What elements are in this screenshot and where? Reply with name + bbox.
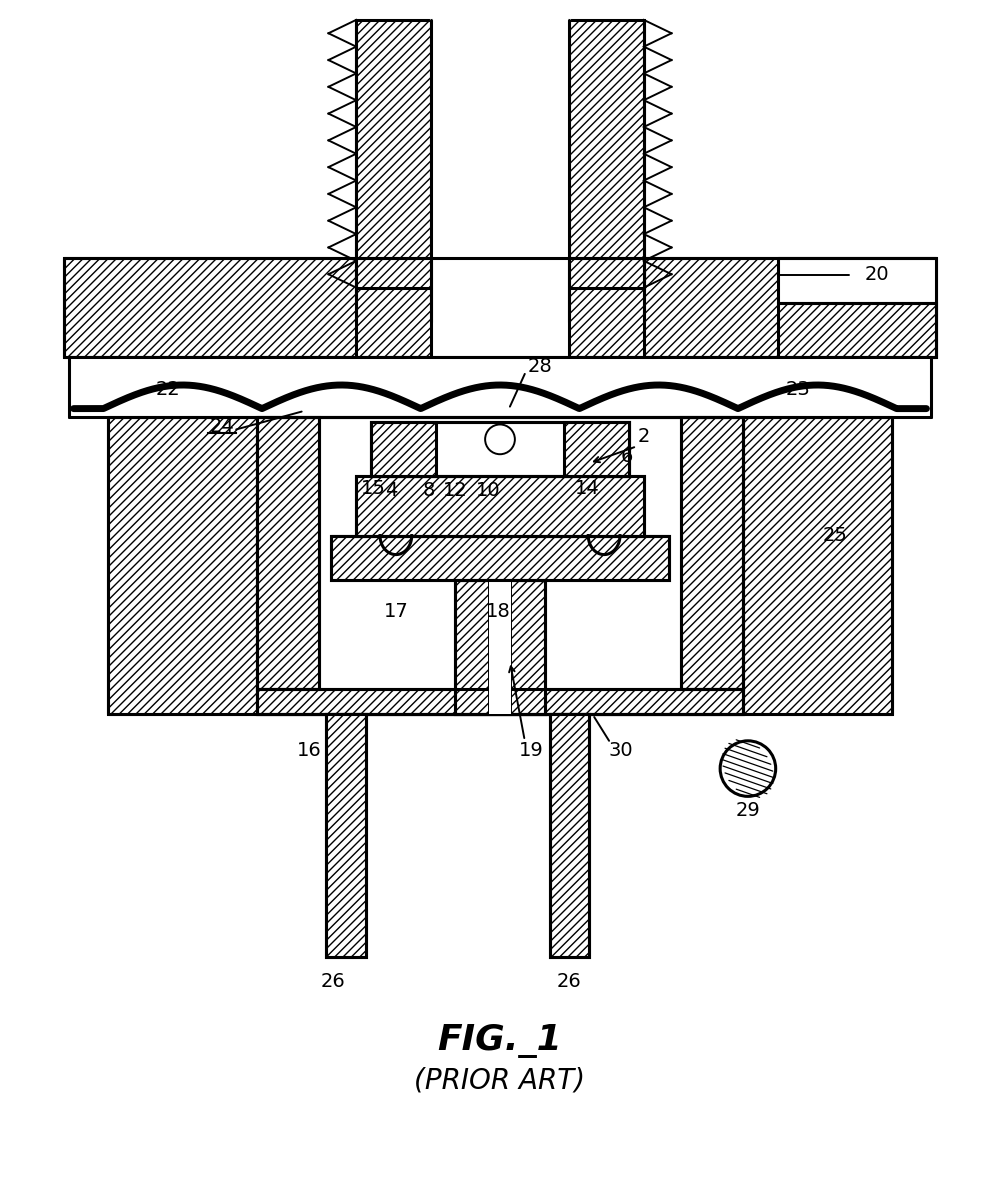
Text: 29: 29 — [736, 800, 760, 820]
Bar — [356, 258, 431, 358]
Text: 17: 17 — [384, 602, 408, 622]
Bar — [356, 476, 644, 535]
Bar — [455, 580, 545, 714]
Text: 28: 28 — [527, 358, 552, 377]
Text: 6: 6 — [621, 446, 633, 466]
Bar — [371, 421, 629, 476]
Text: 19: 19 — [519, 742, 544, 761]
Bar — [257, 416, 743, 714]
Text: 25: 25 — [823, 526, 848, 545]
Bar — [356, 476, 644, 535]
Bar — [778, 302, 936, 358]
Bar — [778, 258, 936, 302]
Bar — [569, 258, 644, 358]
Circle shape — [720, 740, 776, 797]
Text: 16: 16 — [297, 742, 322, 761]
Bar — [69, 358, 931, 416]
Text: 15: 15 — [361, 480, 386, 498]
Bar — [257, 689, 743, 714]
Bar — [356, 258, 644, 358]
Text: 14: 14 — [575, 480, 600, 498]
Text: 30: 30 — [609, 742, 633, 761]
Text: 26: 26 — [557, 972, 582, 991]
Circle shape — [485, 425, 515, 455]
Bar — [550, 714, 589, 956]
Bar — [108, 416, 892, 714]
Bar — [371, 421, 629, 476]
Text: 20: 20 — [865, 265, 889, 284]
Bar — [550, 714, 589, 956]
Bar — [431, 258, 569, 358]
Bar — [331, 535, 669, 580]
Bar — [455, 580, 545, 714]
Bar — [371, 421, 436, 476]
Bar — [681, 416, 743, 689]
Bar — [489, 580, 511, 714]
Bar — [257, 416, 319, 689]
Bar — [564, 421, 629, 476]
Text: 22: 22 — [155, 380, 180, 400]
Bar — [431, 20, 569, 323]
Bar — [681, 416, 743, 689]
Text: (PRIOR ART): (PRIOR ART) — [414, 1067, 586, 1094]
Text: 26: 26 — [321, 972, 346, 991]
Text: 8: 8 — [422, 481, 435, 500]
Bar — [257, 416, 319, 689]
Text: 4: 4 — [385, 481, 397, 500]
Text: 23: 23 — [785, 380, 810, 400]
Text: 18: 18 — [486, 602, 510, 622]
Bar — [569, 20, 644, 288]
Bar — [64, 258, 936, 358]
Text: FIG._1: FIG._1 — [438, 1025, 562, 1058]
Bar — [356, 20, 431, 288]
Text: 24: 24 — [210, 416, 235, 436]
Text: 12: 12 — [443, 481, 468, 500]
Bar — [331, 535, 669, 580]
Bar — [326, 714, 366, 956]
Text: 10: 10 — [476, 481, 500, 500]
Bar — [257, 689, 743, 714]
Bar — [326, 714, 366, 956]
Text: 2: 2 — [638, 427, 650, 446]
